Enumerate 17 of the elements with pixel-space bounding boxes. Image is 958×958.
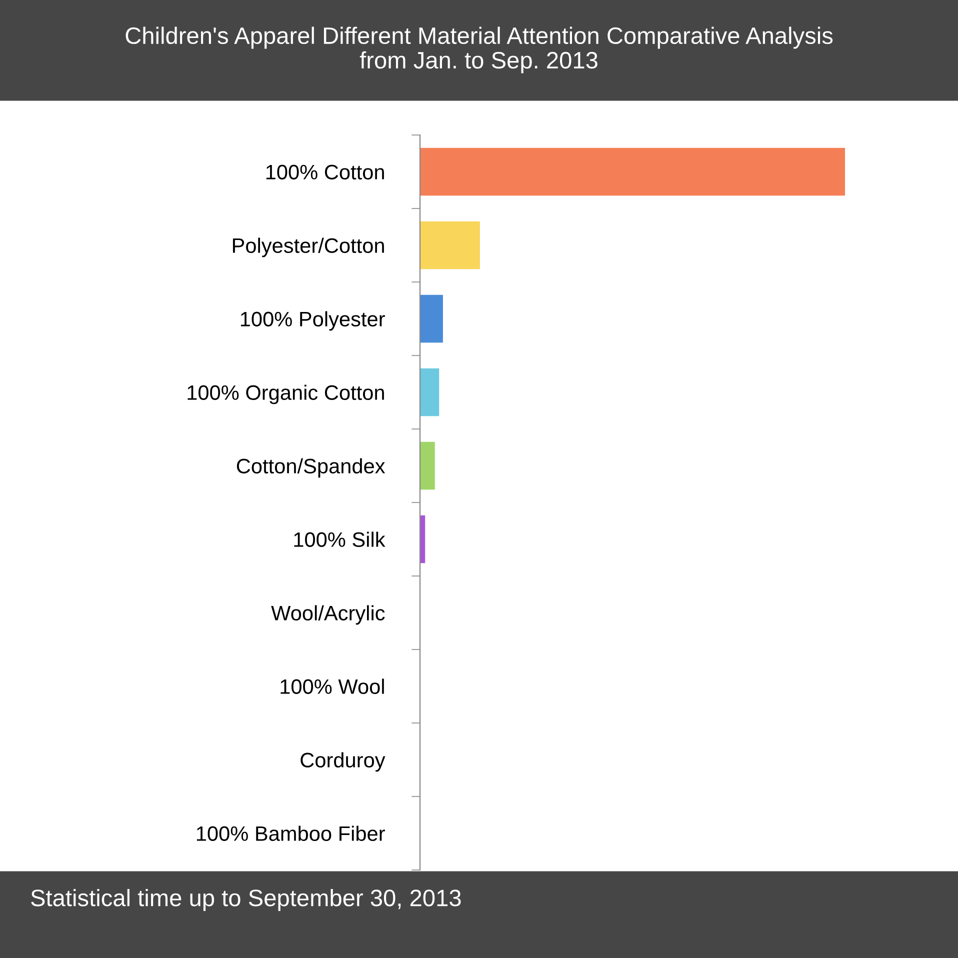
text: Statistical time up to September 30, 2013 [31,888,461,912]
y-tick-label: Wool/Acrylic [271,605,385,625]
y-tick-label: 100% Organic Cotton [188,384,384,404]
y-tick-label: Cotton/Spandex [236,458,386,478]
bar [420,148,845,196]
bar [420,294,443,343]
chart-title: Children's Apparel Different Material Attention Comparative Analysis from Jan. to Sep. 2013 [126,26,833,74]
y-tick-label: 100% Wool [280,678,384,694]
y-tick-label: Corduroy [300,752,386,772]
y-tick-label: 100% Cotton [266,164,384,180]
y-tick-label: 100% Bamboo Fiber [196,826,385,842]
y-tick-label: 100% Polyester [240,311,385,331]
bar [420,442,435,490]
bar [420,368,440,416]
bar [420,221,480,270]
y-tick-label: Polyester/Cotton [232,238,384,258]
y-tick-label: 100% Silk [294,532,386,548]
